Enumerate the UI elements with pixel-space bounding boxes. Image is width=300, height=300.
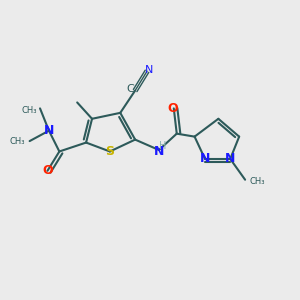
Text: CH₃: CH₃ <box>22 106 37 115</box>
Text: CH₃: CH₃ <box>10 136 25 146</box>
Text: O: O <box>42 164 53 177</box>
Text: N: N <box>154 145 164 158</box>
Text: H: H <box>159 141 166 152</box>
Text: N: N <box>200 152 210 165</box>
Text: N: N <box>225 152 236 165</box>
Text: N: N <box>44 124 54 137</box>
Text: CH₃: CH₃ <box>250 177 265 186</box>
Text: C: C <box>126 84 134 94</box>
Text: O: O <box>167 102 178 115</box>
Text: S: S <box>105 145 114 158</box>
Text: N: N <box>145 65 154 75</box>
